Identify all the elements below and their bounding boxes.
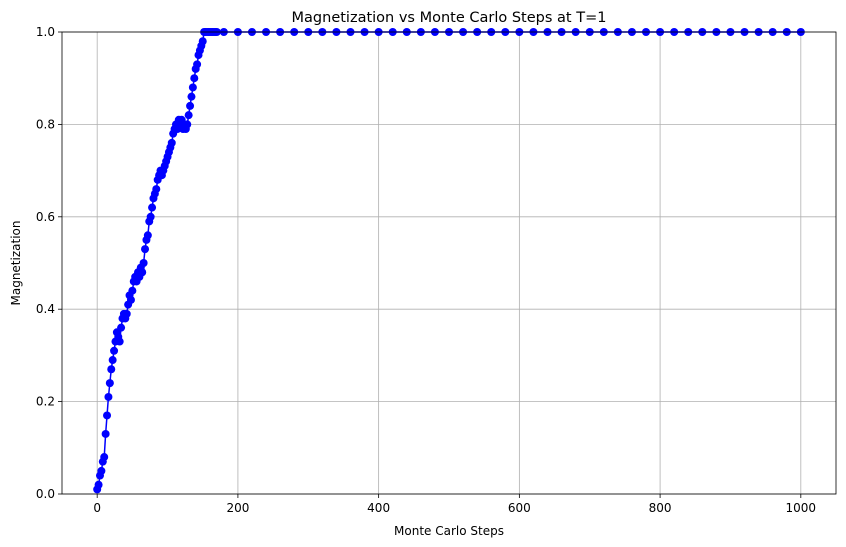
data-point: [101, 429, 110, 438]
data-point: [128, 286, 137, 295]
plot-frame: [61, 31, 837, 495]
x-axis-title: Monte Carlo Steps: [394, 524, 504, 538]
data-point: [143, 231, 152, 240]
data-point: [198, 37, 207, 46]
data-point: [152, 185, 161, 194]
data-point: [148, 203, 157, 212]
x-axis: 0 200 400 600 800 1000: [93, 494, 816, 515]
data-point: [187, 92, 196, 101]
y-tick-label: 1.0: [36, 25, 55, 39]
x-tick-label: 800: [649, 501, 672, 515]
data-point: [141, 245, 150, 254]
chart-title: Magnetization vs Monte Carlo Steps at T=…: [292, 10, 607, 26]
data-point: [190, 74, 199, 83]
data-point: [110, 346, 119, 355]
data-point: [97, 466, 106, 475]
data-point: [94, 480, 103, 489]
x-tick-label: 1000: [786, 501, 817, 515]
data-point: [146, 212, 155, 221]
data-point: [126, 295, 135, 304]
x-tick-label: 600: [508, 501, 531, 515]
data-point: [104, 392, 113, 401]
y-tick-label: 0.2: [36, 395, 55, 409]
y-axis: 0.0 0.2 0.4 0.6 0.8 1.0: [36, 25, 62, 501]
data-point: [100, 453, 109, 462]
data-point: [108, 356, 117, 365]
x-tick-label: 0: [93, 501, 101, 515]
data-point: [186, 101, 195, 110]
data-point: [105, 379, 114, 388]
data-point: [115, 337, 124, 346]
data-point: [184, 111, 193, 120]
data-point: [139, 259, 148, 267]
data-point: [193, 60, 202, 69]
y-tick-label: 0.0: [36, 487, 55, 501]
y-axis-title: Magnetization: [9, 221, 23, 306]
y-tick-label: 0.6: [36, 210, 55, 224]
data-point: [183, 120, 192, 129]
data-point: [122, 309, 131, 318]
y-tick-label: 0.8: [36, 117, 55, 131]
x-tick-label: 200: [226, 501, 249, 515]
data-point: [167, 138, 176, 147]
data-point: [107, 365, 116, 374]
y-tick-label: 0.4: [36, 302, 55, 316]
data-point: [103, 411, 112, 420]
data-point: [188, 83, 197, 92]
x-tick-label: 400: [367, 501, 390, 515]
data-point: [117, 323, 126, 332]
data-point: [138, 268, 147, 277]
